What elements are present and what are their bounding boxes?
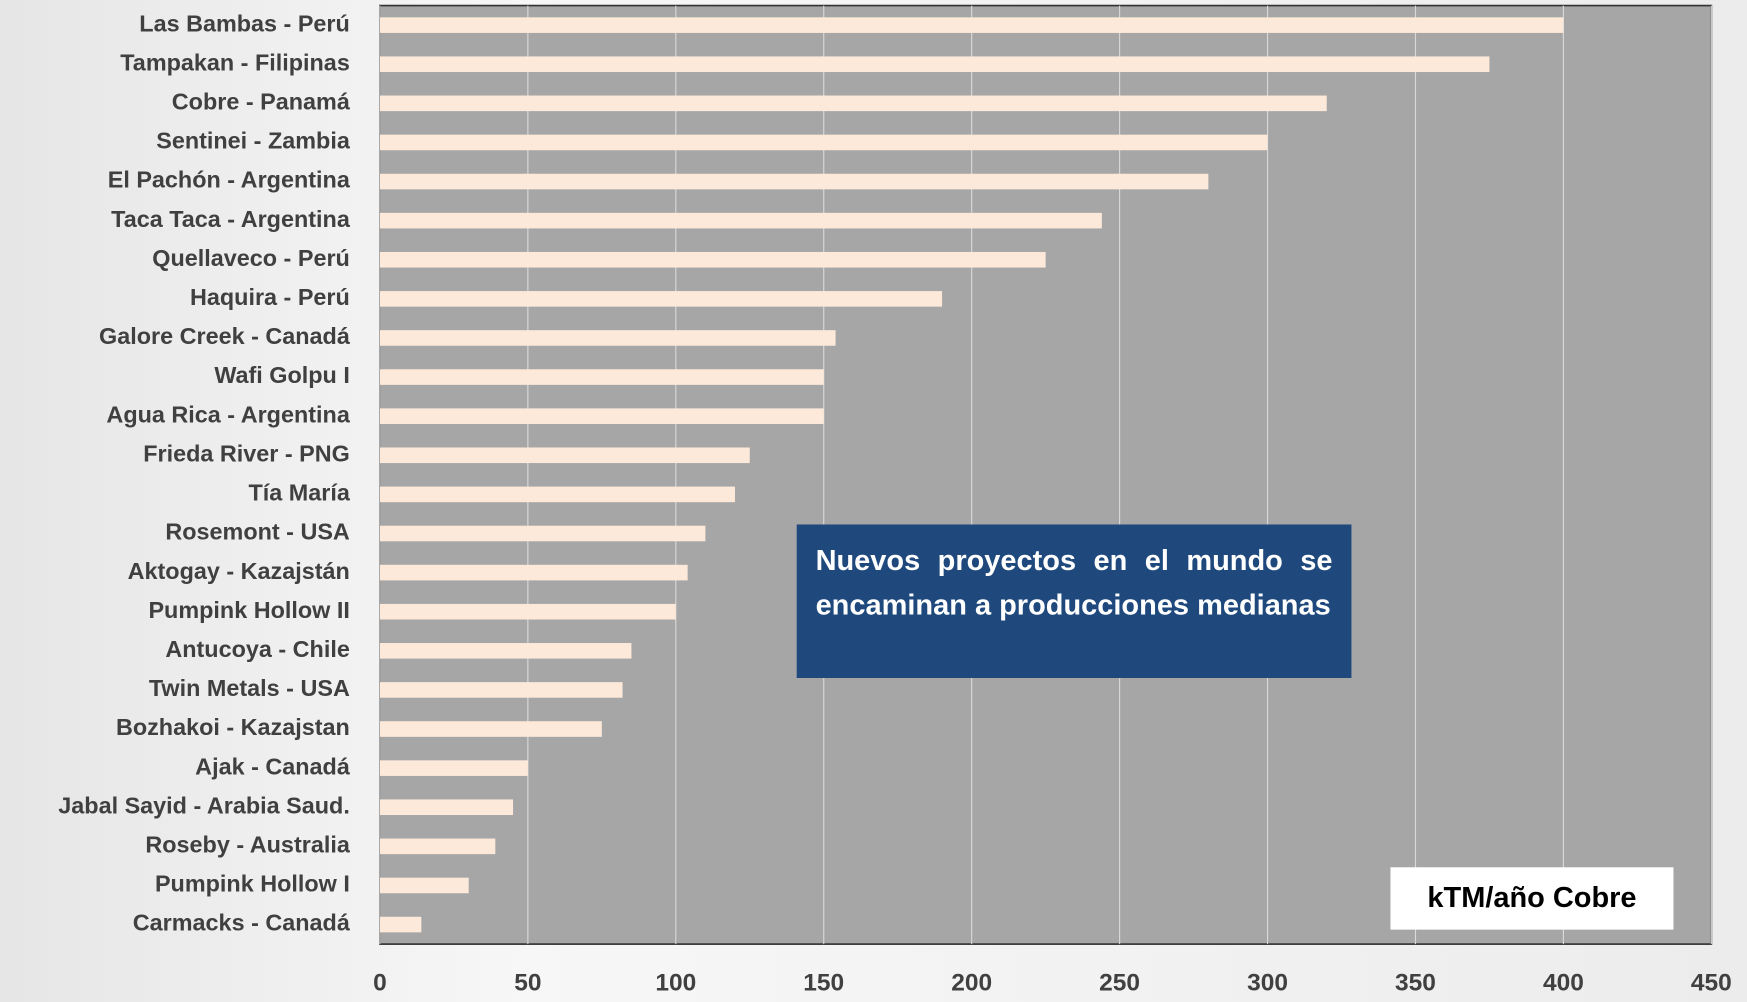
y-tick-label: Frieda River - PNG (143, 440, 350, 466)
bar (379, 56, 1490, 73)
legend-box (1390, 867, 1674, 930)
bar (379, 173, 1209, 190)
y-tick-label: El Pachón - Argentina (108, 167, 351, 193)
y-tick-label: Twin Metals - USA (149, 675, 350, 701)
x-tick-label: 100 (655, 970, 696, 997)
bar (379, 134, 1268, 151)
bar (379, 408, 824, 424)
plot-area (379, 4, 1713, 945)
bar (379, 760, 528, 776)
bar (379, 838, 496, 855)
y-tick-label: Wafi Golpu I (214, 362, 350, 388)
y-tick-label: Haquira - Perú (190, 284, 350, 310)
x-tick-label: 0 (373, 970, 387, 997)
bar (379, 564, 688, 581)
y-tick-label: Sentinei - Zambia (156, 128, 351, 154)
y-tick-label: Aktogay - Kazajstán (128, 558, 350, 584)
legend-label: kTM/año Cobre (1427, 882, 1636, 914)
bar (379, 603, 676, 620)
bar (379, 682, 623, 698)
y-tick-label: Las Bambas - Perú (139, 10, 350, 36)
bar (379, 916, 422, 933)
y-tick-label: Cobre - Panamá (172, 89, 351, 115)
y-tick-label: Pumpink Hollow II (148, 597, 349, 623)
bar (379, 291, 943, 307)
bar (379, 17, 1564, 33)
bar (379, 799, 514, 816)
x-tick-label: 150 (803, 970, 844, 997)
x-tick-label: 250 (1099, 970, 1140, 997)
bar (379, 721, 602, 737)
y-tick-label: Jabal Sayid - Arabia Saud. (58, 792, 350, 818)
y-tick-label: Tampakan - Filipinas (120, 49, 350, 75)
x-tick-label: 350 (1395, 970, 1436, 997)
annotation: Nuevos proyectos en el mundo se encamina… (815, 543, 1333, 622)
y-tick-label: Taca Taca - Argentina (111, 206, 351, 232)
bar (379, 486, 735, 503)
y-tick-label: Pumpink Hollow I (155, 871, 350, 897)
x-tick-label: 450 (1691, 970, 1732, 997)
y-tick-label: Bozhakoi - Kazajstan (116, 714, 350, 740)
y-tick-label: Rosemont - USA (165, 519, 350, 545)
y-tick-label: Carmacks - Canadá (133, 910, 351, 936)
y-tick-label: Antucoya - Chile (165, 636, 349, 662)
bar (379, 330, 836, 346)
x-tick-label: 300 (1247, 970, 1288, 997)
bar (379, 525, 706, 542)
y-tick-label: Galore Creek - Canadá (99, 323, 351, 349)
y-tick-label: Tía María (248, 480, 350, 506)
y-tick-label: Ajak - Canadá (195, 753, 351, 779)
x-tick-label: 400 (1543, 970, 1584, 997)
annotation-box: Nuevos proyectos en el mundo se encamina… (796, 524, 1352, 679)
bar (379, 95, 1327, 112)
bar (379, 877, 469, 894)
x-tick-label: 50 (514, 970, 541, 997)
bar (379, 369, 824, 385)
bar (379, 643, 632, 659)
bar (379, 251, 1046, 268)
bar (379, 447, 750, 464)
x-tick-label: 200 (951, 970, 992, 997)
y-tick-label: Roseby - Australia (145, 832, 350, 858)
bar (379, 212, 1102, 229)
y-tick-label: Quellaveco - Perú (152, 245, 350, 271)
y-tick-label: Agua Rica - Argentina (106, 401, 350, 427)
